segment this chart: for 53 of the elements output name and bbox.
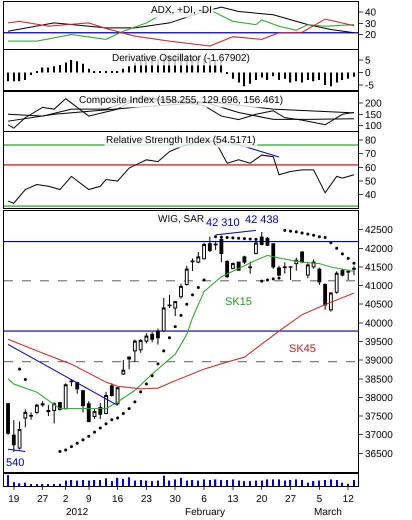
x-tick-label: 19: [8, 494, 20, 505]
text: March: [314, 507, 342, 518]
x-tick-label: 20: [256, 494, 268, 505]
y-tick-label: 39000: [365, 356, 394, 367]
x-tick-label: 27: [284, 494, 297, 505]
y-tick-label: 42500: [365, 225, 394, 236]
chart-title: Relative Strength Index (54.5171): [106, 135, 256, 146]
x-tick-label: 6: [201, 494, 208, 505]
y-tick-label: 38000: [365, 392, 394, 404]
chart-title: ADX, +DI, -DI: [151, 5, 212, 16]
y-tick-label: -5: [365, 80, 374, 92]
y-tick-label: 0: [365, 68, 371, 79]
y-tick-label: 36500: [365, 448, 394, 460]
y-tick-label: 41500: [365, 262, 394, 274]
y-tick-label: 80: [365, 136, 377, 147]
y-tick-label: 37500: [365, 412, 394, 423]
annotation: 42 438: [245, 214, 279, 226]
y-tick-label: 20: [365, 30, 377, 41]
x-tick-label: 2: [62, 494, 69, 505]
x-tick-label: 30: [170, 494, 182, 505]
series-label: SK45: [289, 343, 316, 355]
y-tick-label: 39500: [365, 337, 394, 348]
x-tick-label: 27: [37, 494, 49, 505]
y-tick-label: 38500: [365, 374, 394, 386]
y-tick-label: 70: [365, 149, 377, 160]
x-tick-label: 9: [86, 494, 92, 505]
y-tick-label: 40000: [365, 318, 394, 330]
annotation: 42 310: [206, 217, 240, 229]
y-tick-label: 50: [365, 176, 377, 188]
y-tick-label: 40: [365, 8, 377, 19]
x-tick-label: 16: [112, 494, 124, 505]
text: 2012: [66, 507, 89, 518]
chart-title: Composite Index (158.255, 129.696, 156.461): [79, 95, 284, 106]
y-tick-label: 30: [365, 18, 377, 30]
y-tick-label: 200: [365, 98, 382, 110]
y-tick-label: 37000: [365, 430, 394, 442]
x-tick-label: 12: [342, 494, 354, 505]
y-tick-label: 42000: [365, 244, 394, 255]
y-tick-label: 40: [365, 190, 377, 201]
x-tick-label: 23: [140, 494, 152, 505]
series-label: SK15: [225, 296, 252, 308]
x-tick-label: 5: [316, 494, 323, 505]
y-tick-label: 150: [365, 110, 382, 121]
chart-title: WIG, SAR: [158, 214, 204, 225]
x-tick-label: 13: [227, 494, 239, 505]
chart-title: Derivative Oscillator (-1.67902): [112, 53, 250, 64]
y-tick-label: 60: [365, 162, 377, 174]
annotation: 540: [6, 457, 24, 469]
text: February: [185, 507, 226, 518]
y-tick-label: 5: [365, 56, 371, 66]
y-tick-label: 41000: [365, 281, 394, 292]
y-tick-label: 40500: [365, 300, 394, 311]
y-tick-label: 100: [365, 120, 382, 132]
